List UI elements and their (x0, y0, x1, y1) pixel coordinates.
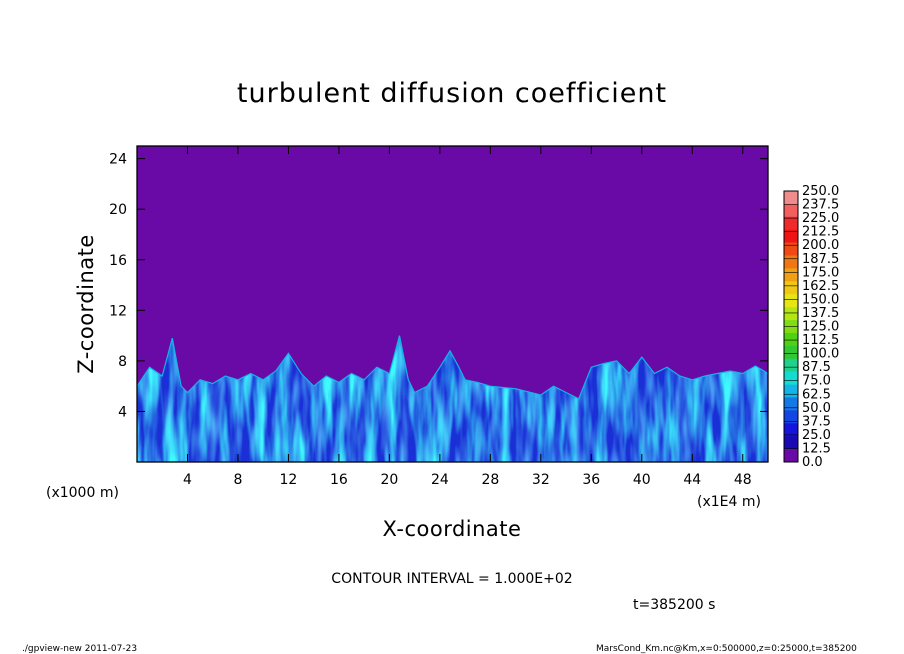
colorbar-label: 25.0 (802, 428, 831, 443)
colorbar-swatch (784, 449, 798, 463)
colorbar-label: 12.5 (802, 441, 831, 456)
colorbar-label: 112.5 (802, 333, 839, 348)
colorbar-swatch (784, 345, 798, 360)
y-tick-label: 12 (109, 303, 127, 319)
colorbar-label: 225.0 (802, 211, 839, 226)
colorbar-swatch (784, 358, 798, 372)
y-tick-label: 20 (109, 202, 127, 218)
colorbar-swatch (784, 281, 798, 295)
colorbar-label: 87.5 (802, 360, 831, 375)
time-stamp: t=385200 s (633, 597, 715, 613)
colorbar-label: 75.0 (802, 374, 831, 389)
x-tick-label: 32 (532, 472, 550, 488)
x-tick-label: 48 (734, 472, 752, 488)
x-tick-label: 16 (330, 472, 348, 488)
colorbar-label: 150.0 (802, 292, 839, 307)
x-tick-label: 24 (431, 472, 449, 488)
x-axis-label: X-coordinate (383, 517, 522, 541)
colorbar-swatch (784, 371, 798, 385)
colorbar-label: 62.5 (802, 387, 831, 402)
colorbar-swatch (784, 436, 798, 450)
footer-right: MarsCond_Km.nc@Km,x=0:500000,z=0:25000,t… (596, 644, 857, 654)
footer-left: ./gpview-new 2011-07-23 (22, 644, 137, 654)
y-tick-label: 4 (118, 404, 127, 420)
x-tick-label: 20 (380, 472, 398, 488)
colorbar-swatch (784, 410, 798, 424)
x-tick-label: 44 (683, 472, 701, 488)
colorbar-swatch (784, 384, 798, 398)
x-tick-label: 12 (280, 472, 298, 488)
x-ticks: 4 8 12 16 20 24 28 32 36 40 44 48 (183, 146, 752, 488)
colorbar-swatch (784, 294, 798, 308)
colorbar-label: 250.0 (802, 184, 839, 199)
contour-interval: CONTOUR INTERVAL = 1.000E+02 (331, 571, 572, 587)
y-axis-label: Z-coordinate (74, 234, 98, 374)
colorbar-swatch (784, 397, 798, 411)
colorbar-label: 162.5 (802, 279, 839, 294)
colorbar-swatch (784, 242, 798, 256)
colorbar: 250.0237.5225.0212.5200.0187.5175.0162.5… (783, 184, 839, 470)
colorbar-swatch (784, 203, 798, 218)
colorbar-label: 37.5 (802, 414, 831, 429)
colorbar-label: 50.0 (802, 401, 831, 416)
colorbar-swatch (784, 216, 798, 231)
colorbar-label: 125.0 (802, 320, 839, 335)
colorbar-label: 200.0 (802, 238, 839, 253)
y-tick-label: 16 (109, 253, 127, 269)
colorbar-swatch (784, 229, 798, 243)
layer-edge (137, 335, 768, 462)
y-scale-label: (x1000 m) (46, 485, 119, 501)
x-tick-label: 36 (582, 472, 600, 488)
colorbar-swatch (784, 268, 798, 282)
y-tick-label: 8 (118, 354, 127, 370)
colorbar-label: 100.0 (802, 347, 839, 362)
y-ticks: 4 8 12 16 20 24 (109, 152, 768, 420)
colorbar-swatch (784, 191, 798, 205)
colorbar-label: 0.0 (802, 455, 823, 470)
colorbar-swatch (784, 255, 798, 269)
colorbar-swatch (784, 423, 798, 437)
colorbar-label: 237.5 (802, 198, 839, 213)
x-tick-label: 4 (183, 472, 192, 488)
colorbar-label: 137.5 (802, 306, 839, 321)
heatmap-field (137, 146, 768, 462)
colorbar-label: 175.0 (802, 265, 839, 280)
colorbar-label: 212.5 (802, 225, 839, 240)
colorbar-swatch (784, 307, 798, 321)
colorbar-swatch (784, 332, 798, 347)
chart-title: turbulent diffusion coefficient (237, 78, 667, 109)
x-tick-label: 40 (633, 472, 651, 488)
plot-frame (136, 145, 769, 463)
x-scale-label: (x1E4 m) (697, 494, 761, 510)
y-tick-label: 24 (109, 152, 127, 168)
colorbar-label: 187.5 (802, 252, 839, 267)
x-tick-label: 28 (481, 472, 499, 488)
x-tick-label: 8 (233, 472, 242, 488)
